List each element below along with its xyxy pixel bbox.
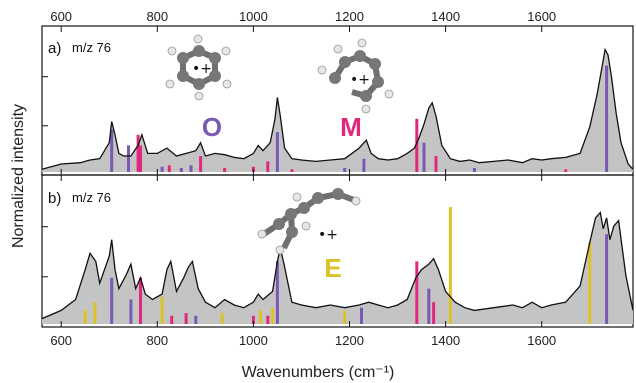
- stick-m-a-10: [564, 169, 568, 172]
- x-tick-label-top: 600: [50, 9, 72, 24]
- x-axis-title: Wavenumbers (cm⁻¹): [242, 364, 395, 381]
- molecule-o-image: [165, 34, 232, 101]
- spectrum-area-a: [42, 49, 633, 172]
- stick-m-a-8: [415, 118, 419, 172]
- isomer-label-o: O: [202, 112, 222, 142]
- stick-m-b-1: [170, 315, 174, 324]
- stick-m-a-3: [199, 156, 203, 172]
- stick-e-b-1: [93, 302, 97, 324]
- isomer-label-e: E: [324, 253, 341, 283]
- stick-o-a-6: [343, 168, 347, 172]
- stick-o-a-7: [362, 158, 366, 172]
- stick-o-b-0: [110, 277, 114, 324]
- stick-o-a-4: [189, 165, 193, 172]
- axis-ticks: 600 600 800 800 1000 1000 1200 1200 1400 1400 1600…: [50, 9, 556, 348]
- stick-o-b-4: [360, 307, 363, 324]
- x-tick-label-bottom: 800: [146, 333, 168, 348]
- stick-m-a-7: [290, 169, 294, 172]
- stick-e-b-4: [259, 310, 263, 324]
- stick-o-a-2: [160, 166, 164, 172]
- stick-m-a-0: [136, 134, 140, 172]
- stick-e-b-0: [83, 310, 87, 324]
- stick-o-b-1: [129, 299, 133, 324]
- stick-o-a-1: [127, 145, 130, 172]
- stick-o-a-5: [275, 132, 279, 172]
- stick-m-b-0: [139, 277, 142, 324]
- stick-e-b-6: [343, 310, 347, 324]
- panel-a-plot: [41, 47, 634, 172]
- y-axis-title: Normalized intensity: [10, 104, 27, 248]
- spectrum-area-b: [42, 212, 633, 324]
- molecule-m-image: [317, 38, 394, 114]
- panel-b-mz: m/z 76: [72, 190, 111, 205]
- stick-o-a-9: [472, 168, 476, 172]
- x-tick-label-top: 1000: [239, 9, 268, 24]
- stick-m-b-5: [415, 261, 419, 324]
- molecule-e-image: [257, 188, 361, 255]
- x-tick-label-bottom: 1000: [239, 333, 268, 348]
- stick-o-a-8: [422, 142, 426, 172]
- stick-m-b-6: [432, 302, 436, 324]
- panel-b-plot: [41, 207, 634, 324]
- stick-e-b-5: [271, 307, 275, 324]
- stick-m-b-2: [184, 313, 188, 324]
- stick-o-a-3: [179, 168, 183, 172]
- stick-o-b-6: [605, 234, 609, 324]
- x-tick-label-bottom: 600: [50, 333, 72, 348]
- stick-o-a-0: [110, 129, 114, 172]
- molecule-o-charge: •+: [192, 61, 212, 77]
- spectrum-line-a: [41, 47, 634, 170]
- stick-m-a-9: [434, 156, 438, 172]
- stick-e-b-2: [160, 296, 164, 324]
- x-tick-label-bottom: 1400: [431, 333, 460, 348]
- stick-e-b-3: [220, 313, 224, 324]
- stick-m-a-4: [223, 168, 227, 172]
- x-tick-label-top: 800: [146, 9, 168, 24]
- x-tick-label-bottom: 1600: [527, 333, 556, 348]
- stick-o-b-2: [194, 315, 198, 324]
- stick-m-a-1: [139, 145, 142, 172]
- panel-a-mz: m/z 76: [72, 40, 111, 55]
- panel-b-frame: [41, 174, 634, 328]
- stick-m-b-3: [251, 315, 255, 324]
- spectrum-line-b: [41, 211, 634, 320]
- stick-o-b-5: [427, 288, 431, 324]
- stick-m-a-2: [167, 165, 171, 172]
- x-tick-label-top: 1200: [335, 9, 364, 24]
- x-tick-label-bottom: 1200: [335, 333, 364, 348]
- molecule-e-charge: •+: [318, 227, 338, 243]
- stick-m-a-6: [266, 161, 270, 172]
- stick-e-b-8: [588, 242, 592, 324]
- panel-b-label: b): [48, 190, 61, 207]
- molecule-m-charge: •+: [350, 72, 370, 88]
- stick-o-b-3: [275, 261, 279, 324]
- panel-a-label: a): [48, 40, 61, 57]
- x-tick-label-top: 1400: [431, 9, 460, 24]
- x-tick-label-top: 1600: [527, 9, 556, 24]
- isomer-label-m: M: [340, 112, 362, 142]
- stick-e-b-7: [448, 207, 452, 324]
- stick-o-a-10: [605, 65, 609, 172]
- stick-m-b-4: [266, 315, 270, 324]
